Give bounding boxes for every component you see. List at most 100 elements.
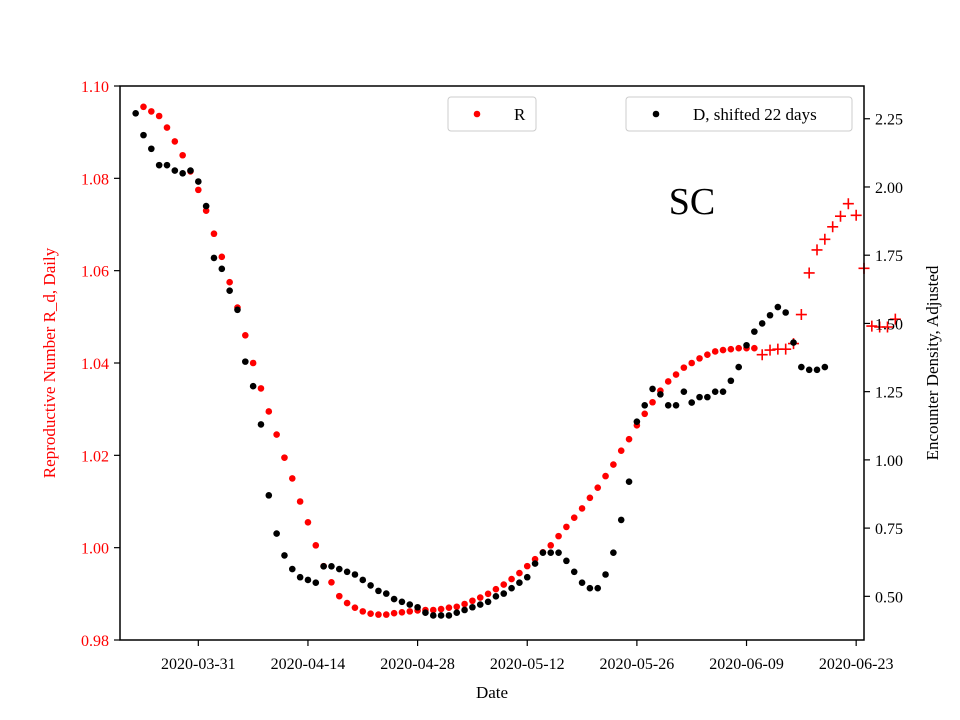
x-tick-label: 2020-04-28 xyxy=(380,656,455,673)
x-tick-label: 2020-05-26 xyxy=(600,656,675,673)
data-point xyxy=(602,571,609,578)
data-point xyxy=(813,366,821,374)
data-point xyxy=(155,112,163,120)
data-point xyxy=(782,309,789,316)
y-right-axis: 0.50 0.75 1.00 1.25 1.50 1.75 2.00 2.25 xyxy=(864,112,903,606)
data-point xyxy=(719,346,727,354)
data-point xyxy=(414,603,421,611)
y-left-tick-label: 1.10 xyxy=(81,79,109,96)
data-point xyxy=(312,542,320,549)
data-point xyxy=(140,103,147,111)
data-point xyxy=(547,549,555,556)
data-point xyxy=(790,339,797,346)
y-right-tick-label: 2.00 xyxy=(875,180,903,197)
y-right-tick-label: 1.50 xyxy=(875,316,903,333)
data-point xyxy=(281,454,288,461)
data-point xyxy=(850,209,862,221)
data-point xyxy=(617,516,625,524)
y-right-tick-label: 0.75 xyxy=(875,521,903,538)
legend-r-marker xyxy=(473,110,481,118)
data-point xyxy=(437,612,445,619)
data-point xyxy=(265,408,273,415)
data-point xyxy=(764,344,776,356)
data-point xyxy=(735,344,742,352)
data-point xyxy=(132,109,139,117)
data-point xyxy=(398,609,406,616)
x-tick-label: 2020-04-14 xyxy=(271,656,346,673)
series-1 xyxy=(756,198,901,361)
data-point xyxy=(335,592,343,600)
data-point xyxy=(469,603,476,611)
y-left-tick-label: 1.02 xyxy=(81,448,109,465)
data-point xyxy=(155,161,163,169)
y-left-tick-label: 0.98 xyxy=(81,633,109,650)
y-left-axis-label: Reproductive Number R_d, Daily xyxy=(40,247,59,478)
data-point xyxy=(312,579,320,586)
legend-r: R xyxy=(447,96,537,132)
data-point xyxy=(727,377,735,385)
plot-frame xyxy=(119,85,865,641)
data-point xyxy=(500,590,508,597)
data-point xyxy=(429,606,437,614)
data-point xyxy=(406,601,414,608)
data-point xyxy=(803,267,815,279)
data-point xyxy=(234,306,241,314)
data-point xyxy=(492,585,500,593)
data-point xyxy=(476,594,484,601)
data-point xyxy=(578,579,586,586)
data-point xyxy=(492,593,500,600)
x-tick-label: 2020-06-23 xyxy=(819,656,894,673)
data-point xyxy=(140,131,147,139)
data-point xyxy=(304,518,312,526)
data-point xyxy=(187,167,194,174)
data-point xyxy=(727,345,735,353)
data-point xyxy=(195,186,202,194)
data-point xyxy=(570,568,578,576)
data-point xyxy=(641,402,649,409)
data-point xyxy=(539,549,547,556)
data-point xyxy=(453,603,461,611)
data-point xyxy=(555,549,562,556)
data-point xyxy=(367,582,374,589)
y-left-tick-label: 1.00 xyxy=(81,541,109,558)
data-point xyxy=(570,514,578,521)
data-point xyxy=(359,576,367,584)
data-point xyxy=(195,178,202,185)
data-point xyxy=(382,611,390,618)
data-point xyxy=(610,549,617,556)
data-point xyxy=(696,393,703,401)
data-point xyxy=(508,575,515,583)
data-point xyxy=(328,578,335,586)
data-point xyxy=(780,343,792,355)
plot-series xyxy=(132,103,901,619)
data-point xyxy=(226,287,233,294)
data-point xyxy=(148,108,155,115)
data-point xyxy=(563,523,570,531)
series-0 xyxy=(140,103,758,618)
data-point xyxy=(288,565,296,573)
y-left-tick-label: 1.04 xyxy=(81,356,109,373)
data-point xyxy=(437,605,445,613)
data-point xyxy=(461,606,468,614)
data-point xyxy=(202,202,210,210)
data-point xyxy=(625,478,633,486)
data-point xyxy=(688,399,696,406)
data-point xyxy=(242,332,249,339)
data-point xyxy=(398,598,406,606)
data-point xyxy=(811,244,823,256)
data-point xyxy=(735,363,742,371)
data-point xyxy=(304,576,312,584)
data-point xyxy=(704,351,711,358)
data-point xyxy=(406,608,414,615)
data-point xyxy=(594,484,602,491)
data-point xyxy=(445,604,453,611)
data-point xyxy=(218,265,226,273)
data-point xyxy=(743,341,750,349)
data-point xyxy=(696,355,703,362)
legend-r-label: R xyxy=(514,105,526,124)
data-point xyxy=(476,601,484,608)
data-point xyxy=(210,254,218,262)
data-point xyxy=(351,571,359,578)
data-point xyxy=(273,431,280,438)
